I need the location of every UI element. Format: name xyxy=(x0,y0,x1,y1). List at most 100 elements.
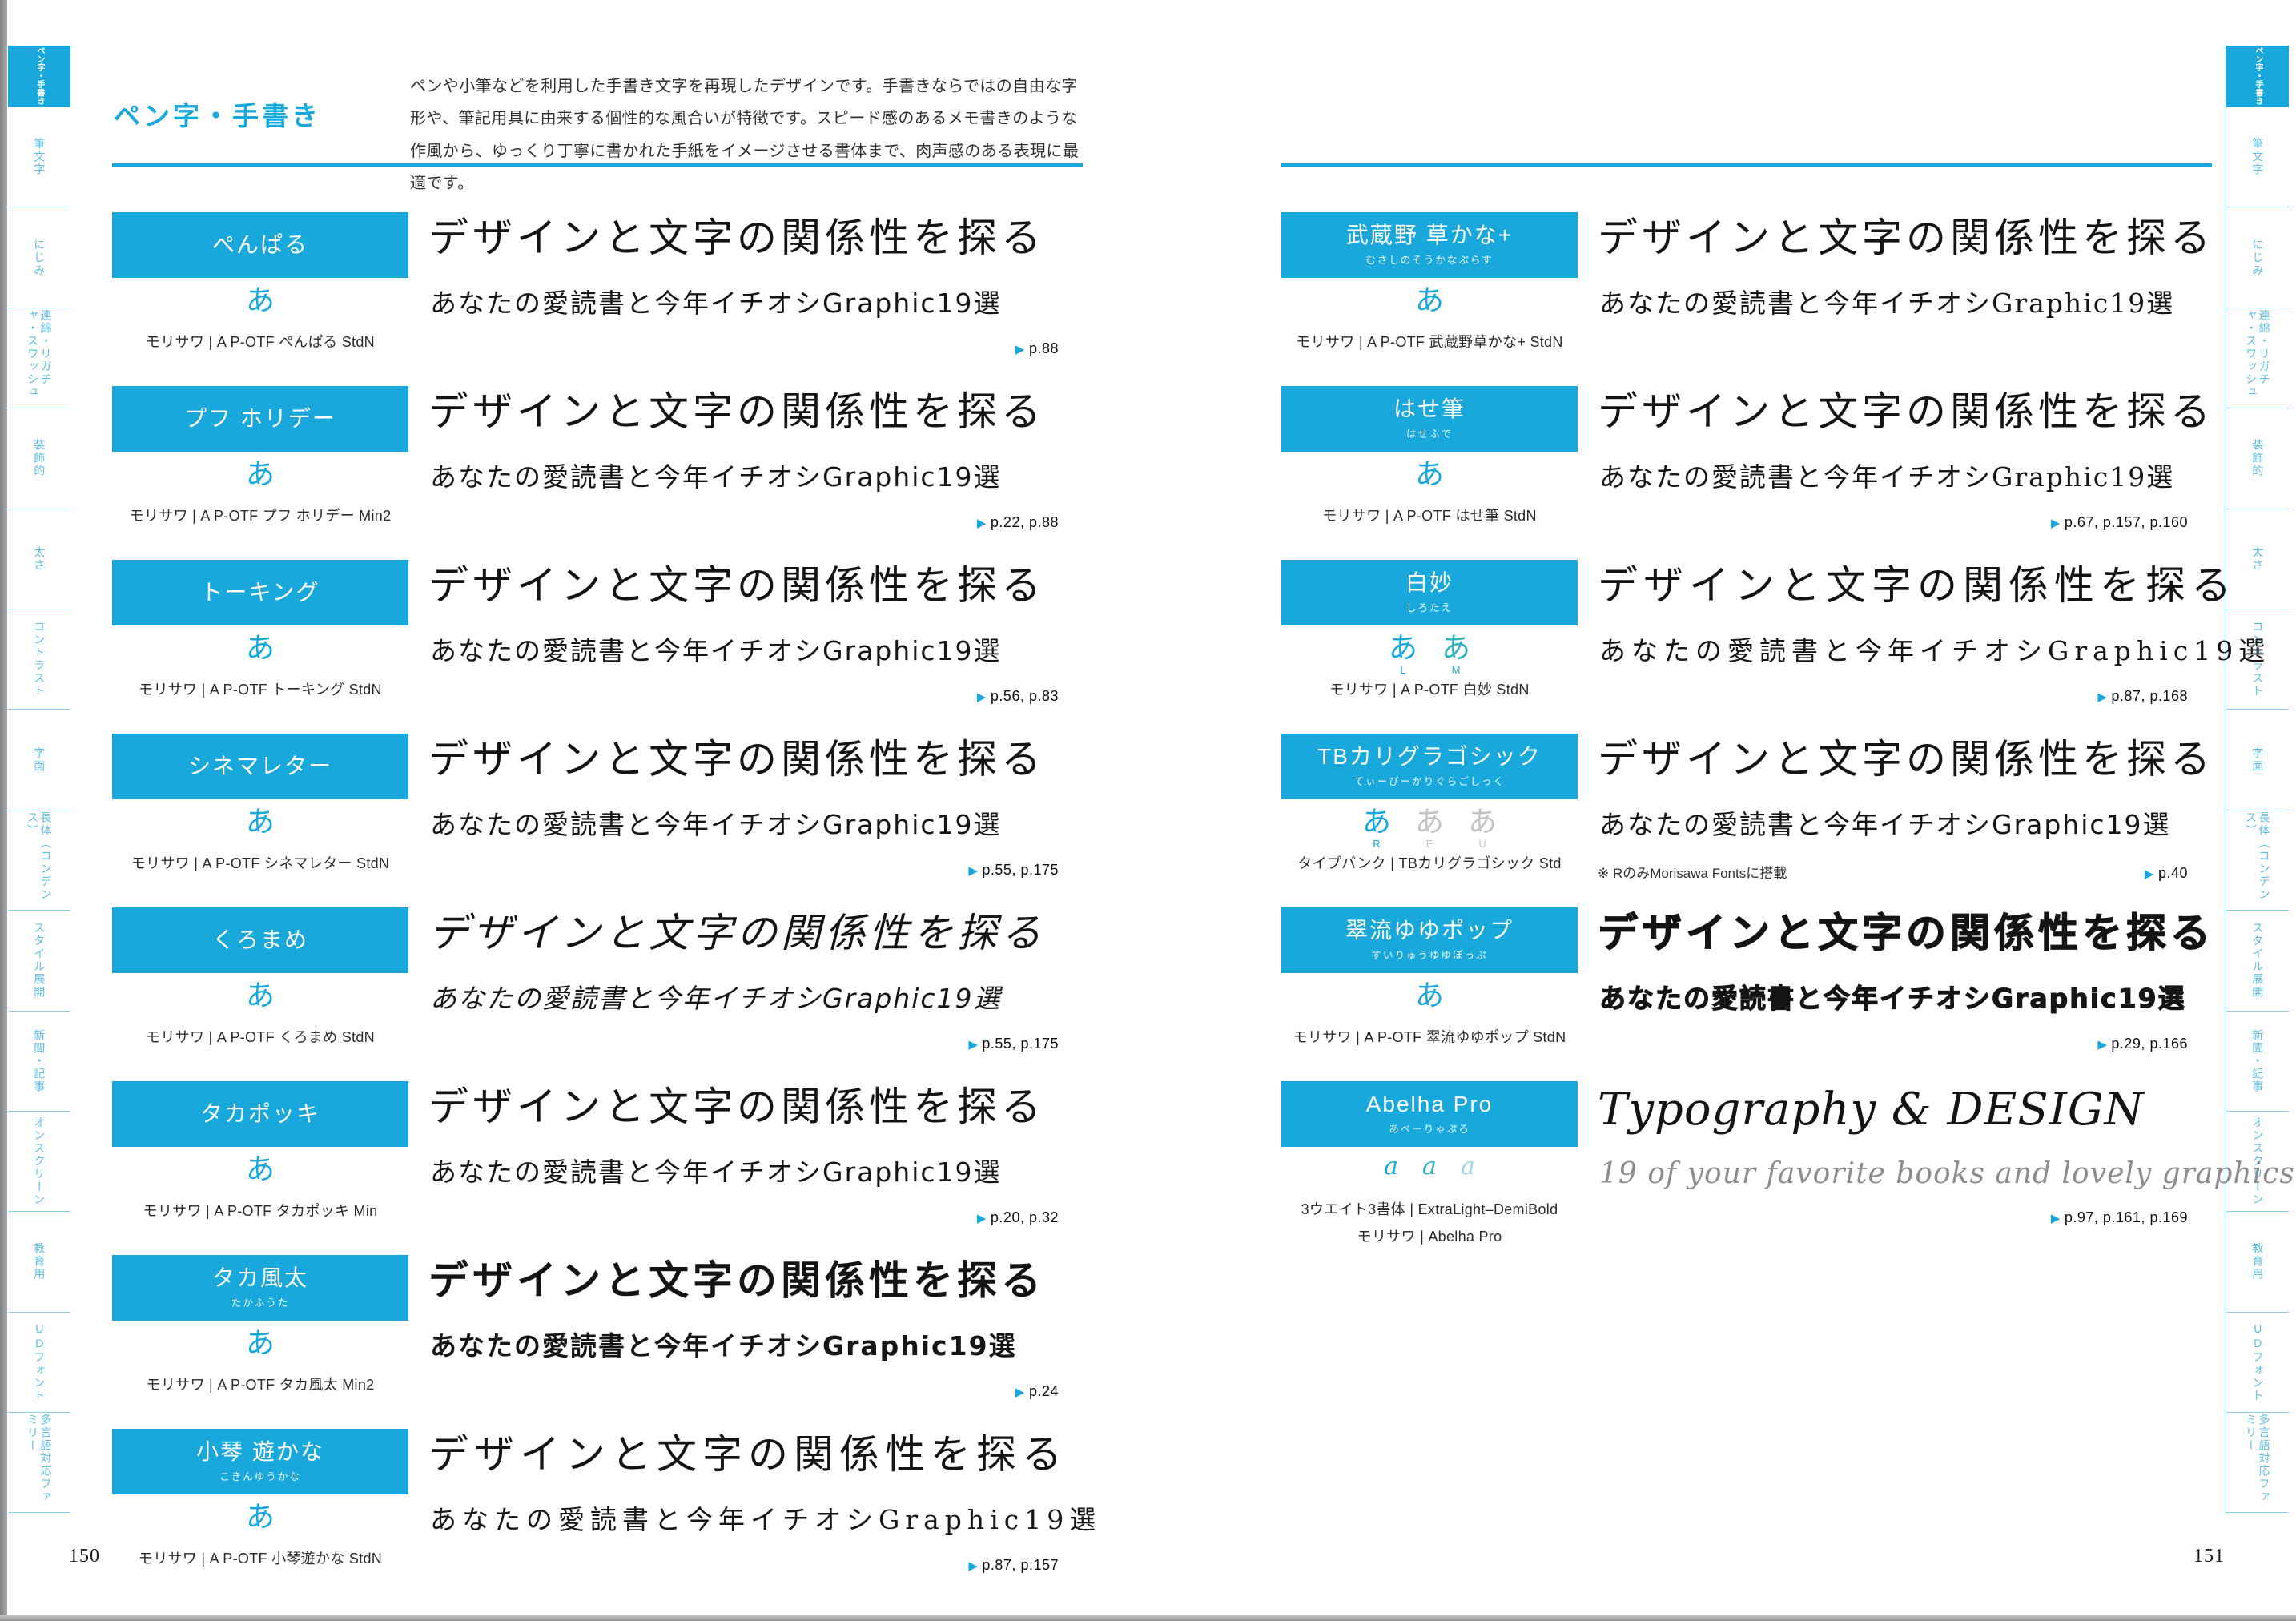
specimen-column: デザインと文字の関係性を探る あなたの愛読書と今年イチオシGraphic19選 ▶ p… xyxy=(428,212,1083,386)
sidebar-tab[interactable]: 装飾的 xyxy=(8,408,70,509)
font-name-reading: はせふで xyxy=(1405,428,1453,440)
sidebar-tab[interactable]: にじみ xyxy=(8,207,70,308)
sidebar-tab[interactable]: 筆文字 xyxy=(2226,107,2289,207)
page-reference[interactable]: ▶ p.87, p.168 xyxy=(2097,688,2188,705)
arrow-icon: ▶ xyxy=(2097,690,2108,704)
availability-note: ※ RのみMorisawa Fontsに搭載 xyxy=(1598,866,1787,881)
font-spec-column: プフ ホリデーあモリサワ | A P-OTF プフ ホリデー Min2 xyxy=(112,386,408,560)
vendor-line: 3ウエイト3書体 | ExtraLight–DemiBold xyxy=(1301,1201,1558,1217)
sidebar-tab[interactable]: 多言語対応ファミリー xyxy=(2226,1412,2289,1513)
sidebar-tab[interactable]: 教育用 xyxy=(2226,1211,2289,1312)
reference-row: ▶ p.87, p.157 xyxy=(428,1557,1059,1574)
arrow-icon: ▶ xyxy=(968,1038,979,1052)
weight-samples: あ xyxy=(112,807,408,836)
sidebar-tab[interactable]: 新聞・記事 xyxy=(8,1010,70,1111)
sidebar-tab[interactable]: UDフォント xyxy=(2226,1311,2289,1413)
sample-character: あ xyxy=(245,1152,275,1185)
weight-samples: あ xyxy=(112,1329,408,1358)
sidebar-tab-label: ペン字・手書き xyxy=(2254,46,2262,106)
font-name-box: 白妙 しろたえ xyxy=(1281,560,1578,625)
sidebar-tab[interactable]: スタイル展開 xyxy=(8,910,70,1011)
font-name-box: 武蔵野 草かな+ むさしのそうかなぷらす xyxy=(1281,212,1578,278)
sidebar-tab[interactable]: オンスクリーン xyxy=(2226,1110,2289,1212)
sidebar-tab[interactable]: 長体（コンデンス） xyxy=(2226,809,2289,911)
sidebar-tab[interactable]: コントラスト xyxy=(2226,608,2289,710)
sample-character: あ xyxy=(1361,805,1391,838)
specimen-line-1: デザインと文字の関係性を探る xyxy=(428,1431,1068,1478)
sidebar-tab[interactable]: 新聞・記事 xyxy=(2226,1010,2289,1111)
sidebar-tab[interactable]: オンスクリーン xyxy=(8,1110,70,1212)
page-reference-text: p.67, p.157, p.160 xyxy=(2064,514,2188,530)
sidebar-tab-active[interactable]: ペン字・手書き xyxy=(2226,46,2289,107)
arrow-icon: ▶ xyxy=(1015,1386,1025,1399)
sidebar-tab-label: 字面 xyxy=(2251,746,2265,773)
specimen-line-1: デザインと文字の関係性を探る xyxy=(428,388,1045,435)
page-reference[interactable]: ▶ p.87, p.157 xyxy=(968,1557,1059,1574)
page-reference[interactable]: ▶ p.55, p.175 xyxy=(968,862,1059,879)
page-reference[interactable]: ▶ p.67, p.157, p.160 xyxy=(2051,514,2188,531)
reference-row: ▶ p.24 xyxy=(428,1383,1059,1400)
reference-row: ▶ p.55, p.175 xyxy=(428,862,1059,879)
specimen-line-2: あなたの愛読書と今年イチオシGraphic19選 xyxy=(1599,635,2271,666)
sidebar-tab[interactable]: 教育用 xyxy=(8,1211,70,1312)
sidebar-tab[interactable]: 連綿・リガチャ・スワッシュ xyxy=(8,307,70,408)
font-entry: トーキングあモリサワ | A P-OTF トーキング StdN デザインと文字の関… xyxy=(112,560,1083,734)
sidebar-tab[interactable]: 太さ xyxy=(2226,508,2289,609)
sidebar-tab-label: スタイル展開 xyxy=(33,922,46,1000)
page-reference[interactable]: ▶ p.20, p.32 xyxy=(977,1209,1059,1226)
font-spec-column: TBカリグラゴシック てぃーびーかりぐらごしっくあ R あ E あ U タイプバンク | TB… xyxy=(1281,734,1578,907)
sidebar-tab-label: 太さ xyxy=(33,545,46,572)
sidebar-tab[interactable]: 字面 xyxy=(8,709,70,810)
index-tabs-column: ペン字・手書き 筆文字 にじみ 連綿・リガチャ・スワッシュ装飾的太さ コントラスト字面長… xyxy=(2226,46,2289,1514)
page-reference[interactable]: ▶ p.56, p.83 xyxy=(977,688,1059,705)
weight-samples: あ xyxy=(112,1502,408,1531)
font-name: 武蔵野 草かな+ xyxy=(1345,223,1514,248)
sidebar-tab[interactable]: 長体（コンデンス） xyxy=(8,809,70,911)
specimen-line-1: デザインと文字の関係性を探る xyxy=(428,562,1045,609)
sidebar-tab[interactable]: スタイル展開 xyxy=(2226,910,2289,1011)
page-reference[interactable]: ▶ p.55, p.175 xyxy=(968,1036,1059,1052)
specimen-column: デザインと文字の関係性を探る あなたの愛読書と今年イチオシGraphic19選 ▶ p… xyxy=(1598,386,2212,560)
specimen-line-2: 19 of your favorite books and lovely gra… xyxy=(1599,1157,2296,1190)
sidebar-tab[interactable]: 多言語対応ファミリー xyxy=(8,1412,70,1513)
sidebar-tab[interactable]: 装飾的 xyxy=(2226,408,2289,509)
font-name-box: はせ筆 はせふで xyxy=(1281,386,1578,452)
sidebar-tab-active[interactable]: ペン字・手書き xyxy=(8,46,70,107)
sidebar-tab[interactable]: コントラスト xyxy=(8,608,70,710)
font-name-reading: こきんゆうかな xyxy=(219,1470,301,1482)
specimen-line-2: あなたの愛読書と今年イチオシGraphic19選 xyxy=(1599,288,2175,319)
font-name-box: ぺんぱる xyxy=(112,212,408,278)
page-reference[interactable]: ▶ p.22, p.88 xyxy=(977,514,1059,531)
vendor-line: モリサワ | A P-OTF はせ筆 StdN xyxy=(1322,508,1537,524)
index-tabs-right: ペン字・手書き 筆文字 にじみ 連綿・リガチャ・スワッシュ装飾的太さ コントラスト字面長… xyxy=(2226,46,2289,1514)
sidebar-tab[interactable]: にじみ xyxy=(2226,207,2289,308)
page-reference-text: p.55, p.175 xyxy=(982,1036,1059,1052)
weight-samples: あ xyxy=(1281,286,1578,315)
page-reference[interactable]: ▶ p.88 xyxy=(1015,340,1059,357)
sidebar-tab-label: 長体（コンデンス） xyxy=(26,810,53,901)
font-name-reading: しろたえ xyxy=(1405,601,1453,613)
sidebar-tab[interactable]: 筆文字 xyxy=(8,107,70,207)
sample-character: a xyxy=(1422,1152,1437,1181)
page-reference[interactable]: ▶ p.24 xyxy=(1015,1383,1059,1400)
specimen-line-2: あなたの愛読書と今年イチオシGraphic19選 xyxy=(430,635,1002,666)
reference-row: ※ RのみMorisawa Fontsに搭載 ▶ p.40 xyxy=(1598,862,2188,882)
font-name: 白妙 xyxy=(1405,570,1454,596)
font-entry: 翠流ゆゆポップ すいりゅうゆゆぽっぷあモリサワ | A P-OTF 翠流ゆゆポップ… xyxy=(1281,907,2212,1081)
sidebar-tab-label: オンスクリーン xyxy=(33,1116,46,1207)
specimen-column: デザインと文字の関係性を探る あなたの愛読書と今年イチオシGraphic19選 xyxy=(1598,212,2212,386)
sidebar-tab[interactable]: 字面 xyxy=(2226,709,2289,810)
font-spec-column: 翠流ゆゆポップ すいりゅうゆゆぽっぷあモリサワ | A P-OTF 翠流ゆゆポップ… xyxy=(1281,907,1578,1081)
page-reference[interactable]: ▶ p.40 xyxy=(2145,865,2188,882)
sidebar-tab[interactable]: 太さ xyxy=(8,508,70,609)
font-spec-column: 白妙 しろたえあ L あ M モリサワ | A P-OTF 白妙 StdN xyxy=(1281,560,1578,734)
page-reference[interactable]: ▶ p.29, p.166 xyxy=(2097,1036,2188,1052)
sidebar-tab[interactable]: UDフォント xyxy=(8,1311,70,1413)
sample-character: a xyxy=(1460,1152,1475,1181)
sidebar-tab[interactable]: 連綿・リガチャ・スワッシュ xyxy=(2226,307,2289,408)
sidebar-tab-label: 装飾的 xyxy=(2251,439,2265,478)
page-reference[interactable]: ▶ p.97, p.161, p.169 xyxy=(2051,1209,2188,1226)
arrow-icon: ▶ xyxy=(976,1212,987,1225)
specimen-line-2: あなたの愛読書と今年イチオシGraphic19選 xyxy=(1599,809,2171,840)
